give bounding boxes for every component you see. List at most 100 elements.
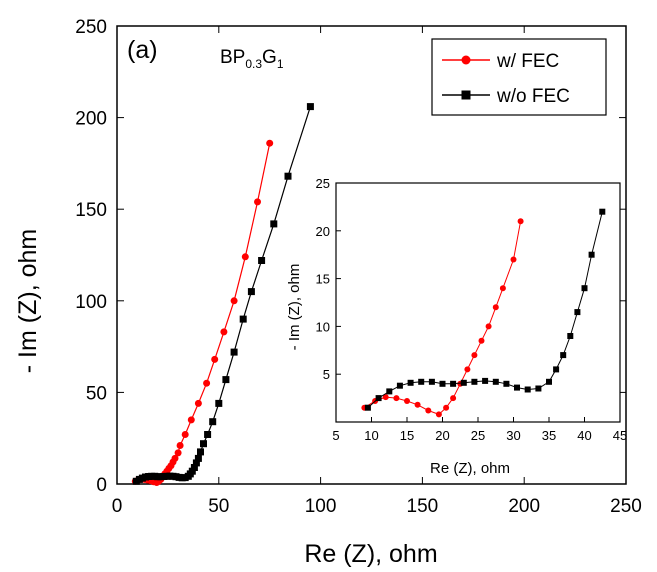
point-w-fec [176,442,184,449]
inset-point-w-fec [404,398,410,404]
point-w-o-fec [258,257,266,264]
point-w-fec [181,431,189,438]
inset-point-w-o-fec [553,366,560,373]
point-w-fec [187,416,195,424]
inset-point-w-o-fec [450,380,457,387]
inset-point-w-o-fec [599,208,606,215]
inset-point-w-o-fec [471,378,478,385]
point-w-o-fec [197,448,204,456]
main-plot: 0 50 100 150 200 250 0 50 100 150 200 250 [75,17,642,517]
inset-y-tick-label: 15 [316,272,330,287]
point-w-o-fec [188,467,196,475]
inset-point-w-fec [425,407,432,414]
point-w-o-fec [222,376,230,384]
point-w-fec [241,253,249,261]
y-tick-label: 0 [96,475,107,496]
sample-label: BP0.3G1 [220,47,284,71]
inset-point-w-o-fec [588,251,595,258]
y-tick-label: 200 [75,109,107,130]
inset-x-tick-label: 45 [613,428,627,443]
inset-point-w-o-fec [482,377,489,384]
panel-label: (a) [127,36,158,64]
point-w-o-fec [215,399,223,407]
inset-x-tick-label: 15 [400,428,414,443]
inset-point-w-o-fec [535,385,542,392]
inset-point-w-o-fec [418,378,425,385]
inset-point-w-o-fec [439,380,446,387]
point-w-o-fec [194,454,202,462]
inset-y-tick-label: 5 [323,367,330,382]
inset-plot-frame [335,182,621,423]
inset-point-w-o-fec [460,379,467,386]
y-tick-label: 250 [75,17,107,38]
point-w-fec [254,198,261,206]
inset-point-w-fec [485,323,492,330]
legend-marker-w-fec [461,55,471,65]
point-w-fec [211,355,219,363]
sample-base: BP [220,47,245,68]
inset-point-w-fec [393,395,400,402]
point-w-o-fec [284,172,292,180]
inset-x-tick-label: 40 [577,428,591,443]
x-tick-label: 100 [305,496,337,517]
point-w-o-fec [270,220,278,228]
inset-x-tick-label: 35 [542,428,556,443]
inset-point-w-fec [478,337,485,344]
point-w-o-fec [192,459,200,467]
legend-label-w-fec: w/ FEC [496,51,559,72]
inset-point-w-o-fec [503,380,510,387]
inset-point-w-fec [471,352,478,359]
point-w-fec [266,139,274,147]
legend-box [431,38,607,116]
point-w-fec [174,449,182,457]
inset-point-w-o-fec [546,378,552,385]
inset-plot: 5 10 15 20 25 30 35 40 45 5 10 15 20 25 [316,176,628,443]
inset-point-w-o-fec [428,378,435,385]
point-w-o-fec [209,418,217,426]
inset-point-w-o-fec [375,395,382,402]
sample-sub2: 1 [277,57,284,71]
inset-point-w-o-fec [407,379,414,386]
y-axis-title: - Im (Z), ohm [14,229,42,373]
inset-x-tick-label: 25 [471,428,485,443]
inset-point-w-fec [435,411,442,418]
inset-y-axis-title: - Im (Z), ohm [286,264,303,351]
inset-point-w-fec [464,366,471,373]
inset-point-w-fec [382,394,389,401]
inset-x-tick-label: 30 [506,428,520,443]
legend-marker-wo-fec [461,90,471,100]
inset-point-w-fec [414,401,421,408]
point-w-o-fec [190,464,198,471]
point-w-fec [171,454,179,462]
x-tick-label: 150 [407,496,439,517]
inset-point-w-fec [443,404,450,411]
y-tick-label: 50 [86,383,107,404]
inset-point-w-fec [450,395,457,402]
x-tick-label: 200 [508,496,540,517]
x-axis-title: Re (Z), ohm [304,540,437,568]
inset-point-w-o-fec [386,388,393,395]
point-w-o-fec [306,103,314,111]
legend: w/ FEC w/o FEC [431,38,607,116]
x-tick-label: 250 [610,496,642,517]
inset-x-tick-label: 5 [332,428,339,443]
point-w-o-fec [239,315,247,323]
point-w-o-fec [200,440,207,448]
point-w-fec [230,297,238,305]
point-w-fec [220,328,228,336]
legend-label-wo-fec: w/o FEC [496,86,570,107]
inset-x-axis-title: Re (Z), ohm [430,460,510,477]
inset-point-w-fec [492,304,499,311]
inset-point-w-o-fec [574,309,581,316]
inset-point-w-o-fec [560,352,567,359]
inset-point-w-o-fec [364,404,371,411]
inset-x-tick-label: 10 [364,428,378,443]
y-tick-label: 150 [75,200,107,221]
inset-point-w-fec [499,285,506,292]
x-tick-label: 50 [208,496,229,517]
point-w-fec [194,399,202,407]
inset-point-w-o-fec [567,333,574,339]
inset-y-tick-label: 10 [316,319,330,334]
point-w-o-fec [204,431,212,438]
inset-point-w-o-fec [581,285,588,292]
